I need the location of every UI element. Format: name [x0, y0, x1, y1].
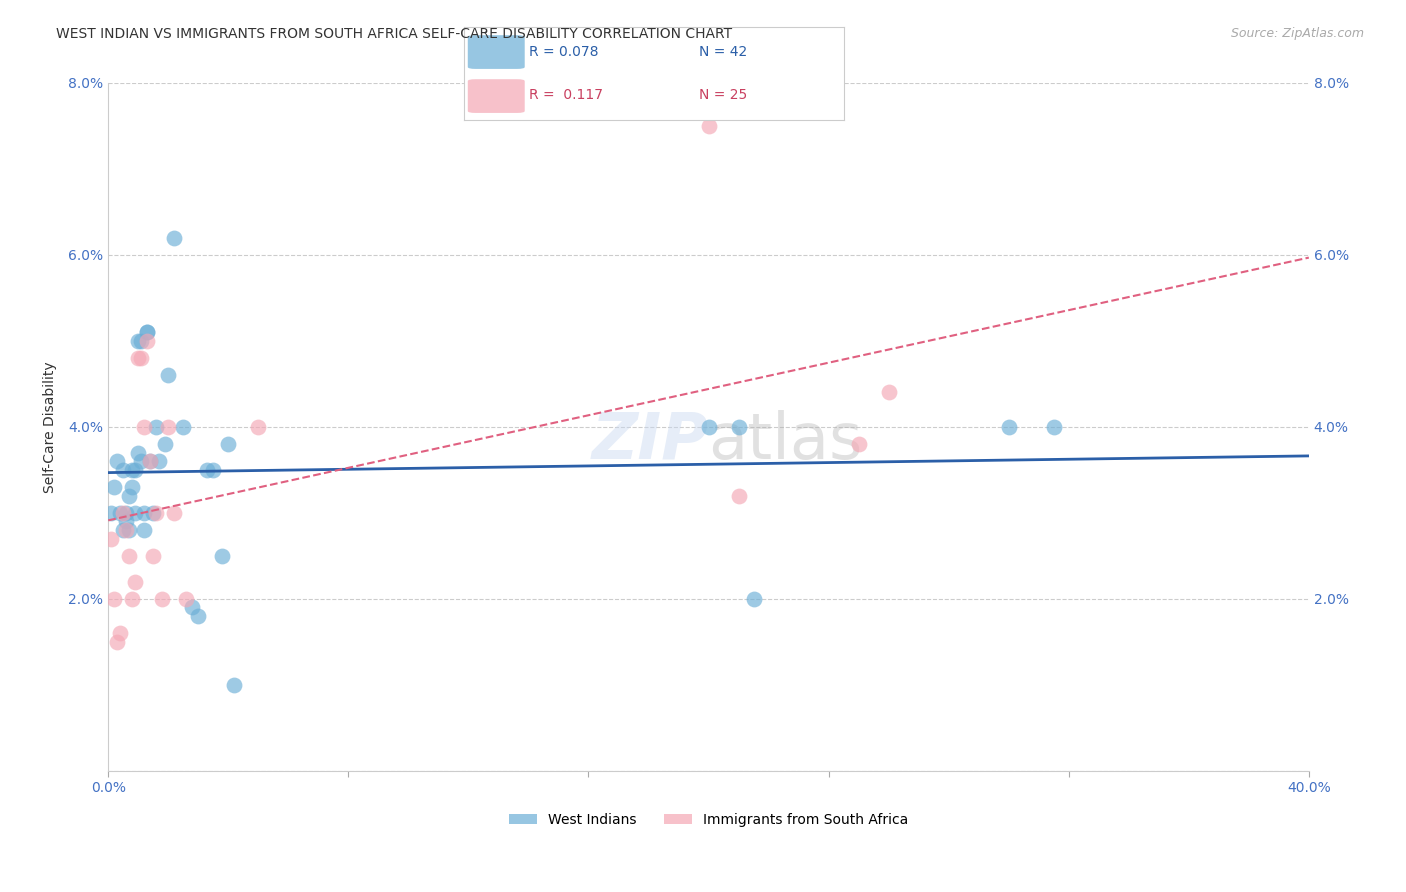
- Point: [139, 454, 162, 468]
- Point: [848, 437, 870, 451]
- Point: [142, 549, 165, 563]
- Point: [150, 591, 173, 606]
- FancyBboxPatch shape: [468, 35, 524, 69]
- Point: [115, 506, 138, 520]
- Point: [134, 506, 156, 520]
- Point: [224, 678, 246, 692]
- Point: [124, 506, 146, 520]
- Point: [247, 419, 270, 434]
- FancyBboxPatch shape: [468, 79, 524, 113]
- Point: [118, 523, 141, 537]
- Text: ZIP: ZIP: [592, 409, 709, 472]
- Y-axis label: Self-Care Disability: Self-Care Disability: [44, 361, 58, 492]
- Point: [105, 634, 128, 648]
- Point: [121, 463, 143, 477]
- Point: [877, 385, 900, 400]
- Point: [110, 506, 132, 520]
- Point: [112, 506, 135, 520]
- Point: [163, 230, 186, 244]
- Point: [136, 325, 159, 339]
- Point: [157, 419, 180, 434]
- Point: [129, 351, 152, 365]
- Point: [127, 334, 149, 348]
- Point: [103, 591, 125, 606]
- Text: N = 25: N = 25: [699, 88, 748, 102]
- Point: [148, 454, 170, 468]
- Point: [115, 514, 138, 528]
- Point: [100, 506, 122, 520]
- Point: [157, 368, 180, 383]
- Point: [997, 419, 1019, 434]
- Point: [145, 419, 167, 434]
- Point: [127, 351, 149, 365]
- Legend: West Indians, Immigrants from South Africa: West Indians, Immigrants from South Afri…: [503, 807, 914, 832]
- Point: [155, 437, 177, 451]
- Text: N = 42: N = 42: [699, 45, 748, 59]
- Point: [121, 591, 143, 606]
- Point: [697, 119, 720, 133]
- Point: [124, 463, 146, 477]
- Point: [134, 523, 156, 537]
- Point: [139, 454, 162, 468]
- Point: [103, 480, 125, 494]
- Text: R = 0.078: R = 0.078: [529, 45, 598, 59]
- Point: [145, 506, 167, 520]
- Text: Source: ZipAtlas.com: Source: ZipAtlas.com: [1230, 27, 1364, 40]
- Point: [181, 600, 204, 615]
- Point: [127, 445, 149, 459]
- Point: [118, 489, 141, 503]
- Point: [187, 608, 209, 623]
- Point: [112, 523, 135, 537]
- Point: [112, 463, 135, 477]
- Point: [742, 591, 765, 606]
- Point: [136, 334, 159, 348]
- Point: [124, 574, 146, 589]
- Text: atlas: atlas: [709, 409, 863, 472]
- Point: [121, 480, 143, 494]
- Point: [100, 532, 122, 546]
- Point: [174, 591, 197, 606]
- Point: [163, 506, 186, 520]
- Point: [195, 463, 218, 477]
- Point: [136, 325, 159, 339]
- Point: [129, 454, 152, 468]
- Point: [105, 454, 128, 468]
- Text: R =  0.117: R = 0.117: [529, 88, 603, 102]
- Point: [202, 463, 225, 477]
- Point: [115, 523, 138, 537]
- Text: WEST INDIAN VS IMMIGRANTS FROM SOUTH AFRICA SELF-CARE DISABILITY CORRELATION CHA: WEST INDIAN VS IMMIGRANTS FROM SOUTH AFR…: [56, 27, 733, 41]
- Point: [1042, 419, 1064, 434]
- Point: [172, 419, 194, 434]
- Point: [727, 419, 749, 434]
- Point: [217, 437, 239, 451]
- Point: [118, 549, 141, 563]
- Point: [211, 549, 233, 563]
- Point: [134, 419, 156, 434]
- Point: [129, 334, 152, 348]
- Point: [110, 626, 132, 640]
- Point: [727, 489, 749, 503]
- Point: [697, 419, 720, 434]
- Point: [142, 506, 165, 520]
